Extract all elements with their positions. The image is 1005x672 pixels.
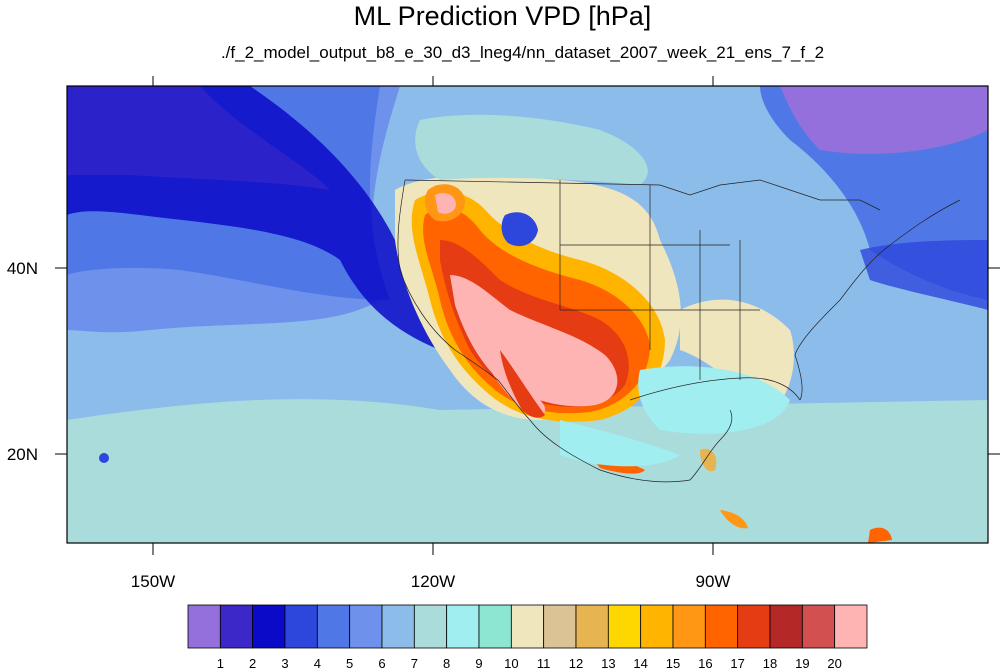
colorbar-swatch	[607, 604, 642, 649]
colorbar-label: 4	[314, 656, 321, 671]
x-tick-label: 120W	[411, 572, 455, 591]
x-tick-label: 150W	[131, 572, 175, 591]
y-tick-label: 40N	[7, 259, 38, 278]
colorbar-label: 14	[633, 656, 647, 671]
colorbar-label: 9	[475, 656, 482, 671]
colorbar-label: 2	[249, 656, 256, 671]
colorbar-label: 6	[378, 656, 385, 671]
colorbar-label: 7	[411, 656, 418, 671]
colorbar-swatch	[478, 604, 512, 649]
colorbar-label: 16	[698, 656, 712, 671]
colorbar-label: 10	[504, 656, 518, 671]
colorbar-label: 20	[827, 656, 841, 671]
colorbar-swatch	[769, 604, 803, 649]
vpd-field	[67, 86, 988, 543]
colorbar-swatch	[413, 604, 448, 649]
colorbar-swatch	[187, 604, 221, 649]
colorbar-swatch	[640, 604, 674, 649]
y-tick-label: 20N	[7, 445, 38, 464]
colorbar-label: 17	[730, 656, 744, 671]
x-tick-label: 90W	[696, 572, 731, 591]
colorbar-label: 13	[601, 656, 615, 671]
colorbar-label: 15	[666, 656, 680, 671]
coastlines	[397, 179, 961, 483]
colorbar-swatch	[252, 604, 286, 649]
colorbar-label: 5	[346, 656, 353, 671]
colorbar-label: 19	[795, 656, 809, 671]
colorbar-swatch	[219, 604, 254, 649]
plot-title: ML Prediction VPD [hPa]	[353, 1, 652, 31]
colorbar-label: 11	[537, 656, 551, 671]
colorbar-swatch	[381, 604, 415, 649]
colorbar-swatch	[704, 604, 739, 649]
colorbar-label: 8	[443, 656, 450, 671]
colorbar-swatch	[672, 604, 706, 649]
colorbar-swatch	[737, 604, 771, 649]
colorbar: 1 2 3 4 5 6 7 8 9 10 11 12 13 14 15 16 17 18 19 20	[187, 604, 868, 671]
colorbar-swatch	[316, 604, 351, 649]
colorbar-swatch	[510, 604, 545, 649]
colorbar-label: 3	[281, 656, 288, 671]
colorbar-label: 12	[569, 656, 583, 671]
colorbar-swatch	[834, 604, 868, 649]
colorbar-label: 1	[217, 656, 224, 671]
colorbar-label: 18	[763, 656, 777, 671]
colorbar-swatch	[801, 604, 836, 649]
colorbar-swatch	[575, 604, 609, 649]
colorbar-swatch	[446, 604, 480, 649]
plot-subtitle: ./f_2_model_output_b8_e_30_d3_lneg4/nn_d…	[220, 43, 825, 62]
colorbar-swatch	[284, 604, 318, 649]
map-frame	[66, 85, 989, 544]
map-ticks	[55, 76, 1000, 555]
colorbar-swatch	[543, 604, 577, 649]
colorbar-swatch	[349, 604, 383, 649]
